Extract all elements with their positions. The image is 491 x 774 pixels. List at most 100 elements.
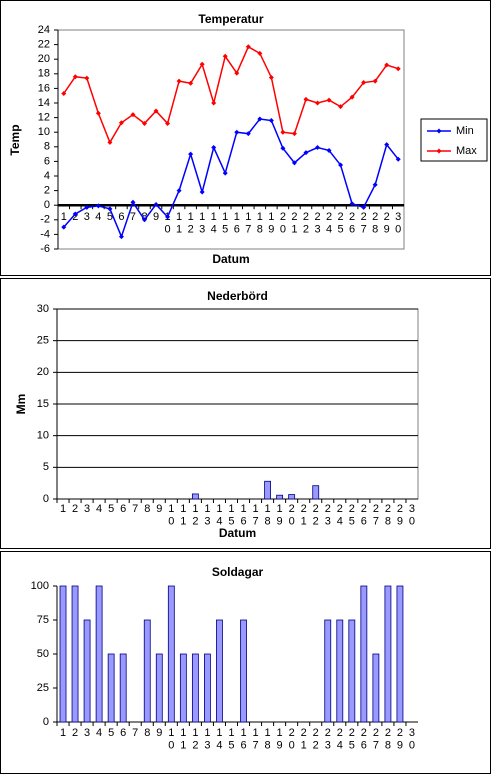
marker	[72, 211, 78, 217]
x-tick-label: 9	[156, 503, 162, 515]
marker	[338, 104, 344, 110]
marker	[349, 201, 355, 207]
marker	[165, 214, 171, 220]
marker	[118, 120, 124, 126]
x-tick-label: 7	[130, 211, 136, 223]
marker	[153, 201, 159, 207]
chart-title: Nederbörd	[207, 289, 268, 303]
y-tick-label: -6	[40, 243, 50, 255]
marker	[199, 61, 205, 67]
x-tick-label: 8	[144, 503, 150, 515]
y-tick-label: 0	[44, 199, 50, 211]
bar	[204, 653, 211, 723]
y-tick-label: 100	[31, 580, 49, 592]
x-tick-label: 1	[60, 727, 66, 739]
y-tick-label: 14	[38, 97, 50, 109]
x-tick-label: 6	[118, 211, 124, 223]
y-tick-label: 5	[43, 461, 49, 473]
x-tick-label: 3	[84, 727, 90, 739]
y-tick-label: 0	[43, 716, 49, 728]
y-tick-label: 15	[37, 398, 49, 410]
x-tick-label: 8	[141, 211, 147, 223]
marker	[130, 112, 136, 118]
marker	[326, 97, 332, 103]
x-tick-label: 6	[120, 503, 126, 515]
bar	[83, 619, 91, 723]
y-tick-label: 20	[38, 53, 50, 65]
bar	[288, 494, 296, 500]
y-tick-label: 20	[37, 366, 49, 378]
marker	[153, 108, 159, 114]
x-tick-label: 2	[72, 211, 78, 223]
line	[63, 45, 399, 145]
marker	[165, 120, 171, 126]
bar	[384, 585, 392, 723]
y-tick-label: 75	[37, 614, 49, 626]
marker	[95, 203, 101, 209]
y-tick-label: 2	[44, 185, 50, 197]
marker	[315, 145, 320, 151]
legend-label: Min	[456, 125, 474, 137]
marker	[372, 182, 378, 188]
marker	[84, 75, 90, 81]
marker	[280, 145, 286, 151]
marker	[222, 170, 228, 176]
plot-area	[57, 29, 405, 250]
x-tick-label: 2	[72, 727, 78, 739]
bar	[71, 585, 79, 723]
marker	[245, 131, 251, 137]
x-tick-label: 4	[95, 211, 101, 223]
bar	[216, 619, 223, 723]
marker	[142, 120, 147, 126]
marker	[176, 78, 182, 84]
x-tick-label: 5	[107, 211, 113, 223]
bar	[143, 619, 151, 723]
marker	[326, 147, 332, 153]
y-tick-label: 18	[38, 68, 50, 80]
y-tick-label: 16	[38, 82, 50, 94]
x-axis-title: Datum	[212, 252, 249, 266]
marker	[211, 100, 217, 106]
marker	[234, 129, 240, 135]
x-tick-label: 7	[132, 727, 138, 739]
bar	[95, 585, 103, 723]
marker	[211, 145, 217, 151]
x-tick-label: 6	[120, 727, 126, 739]
bar	[240, 619, 247, 723]
marker	[372, 78, 378, 84]
y-tick-label: 12	[38, 112, 50, 124]
marker	[234, 70, 240, 76]
x-tick-label: 8	[144, 727, 150, 739]
marker	[188, 80, 194, 86]
